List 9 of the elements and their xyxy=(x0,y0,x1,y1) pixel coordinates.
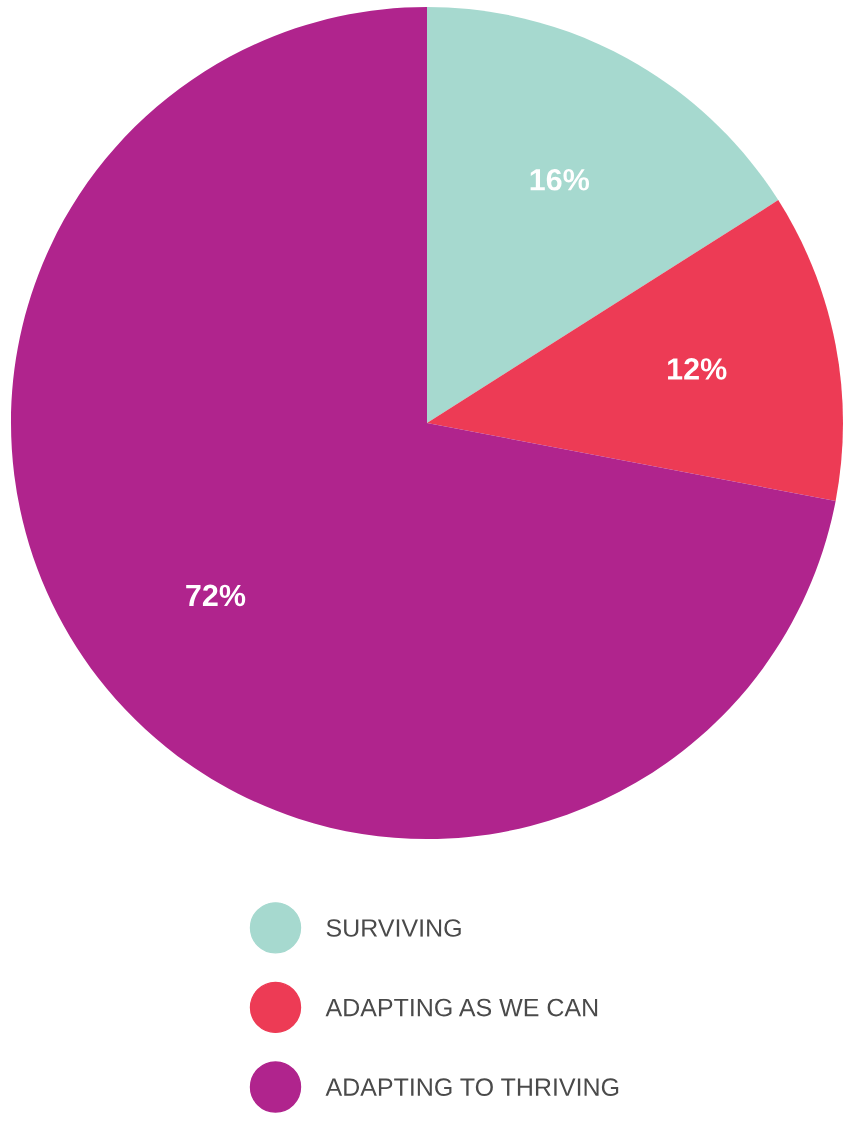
data-label: 16% xyxy=(530,168,590,191)
data-label: 72% xyxy=(186,584,246,607)
data-label: 12% xyxy=(668,358,727,380)
legend-label: ADAPTING TO THRIVING xyxy=(325,1078,619,1096)
pie-slice xyxy=(427,7,779,423)
legend-label: ADAPTING AS WE CAN xyxy=(325,998,598,1017)
pie-slice xyxy=(11,7,836,839)
pie-slice xyxy=(427,200,843,501)
legend-label: SURVIVING xyxy=(326,919,461,937)
